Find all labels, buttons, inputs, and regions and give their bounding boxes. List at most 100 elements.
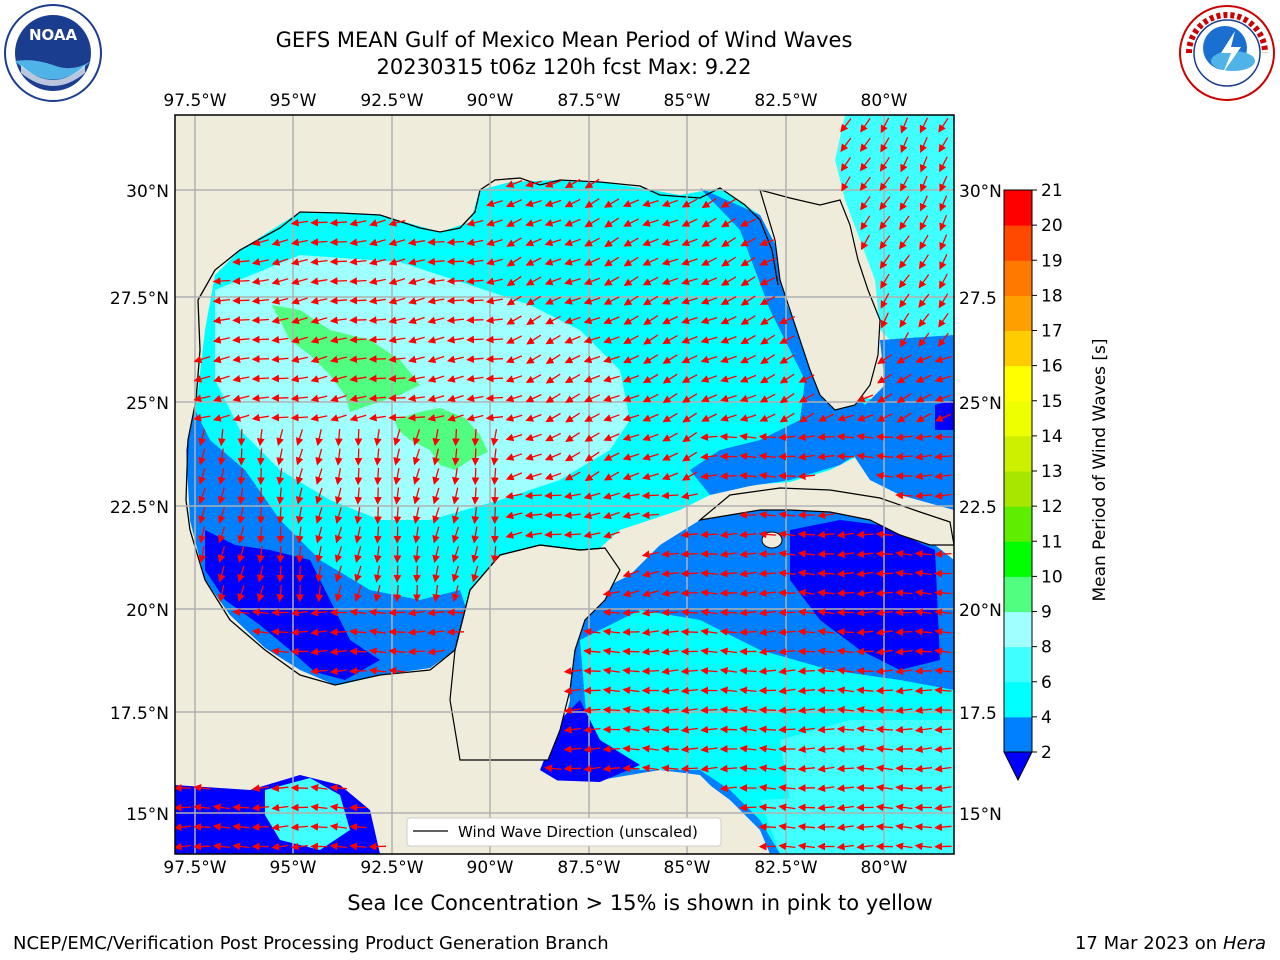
wind-arrow (545, 373, 561, 384)
wind-arrow (217, 585, 226, 603)
wind-arrow (778, 803, 796, 812)
wind-arrow (641, 628, 659, 637)
wind-arrow (700, 647, 718, 656)
wind-arrow (505, 433, 523, 442)
wind-arrow (719, 666, 737, 675)
wind-arrow (719, 705, 738, 714)
wind-arrow (505, 375, 523, 383)
wind-arrow (623, 256, 639, 267)
wind-arrow (310, 375, 328, 383)
wind-arrow (740, 256, 756, 267)
wind-arrow (856, 569, 874, 578)
wind-arrow (451, 487, 460, 505)
wind-arrow (879, 215, 891, 230)
wind-arrow (900, 136, 909, 154)
wind-arrow (739, 686, 757, 695)
wind-arrow (583, 355, 601, 364)
wind-arrow (915, 374, 932, 383)
wind-arrow (349, 277, 367, 285)
wind-arrow (373, 429, 382, 447)
nws-logo (1177, 3, 1277, 103)
wind-arrow (349, 316, 367, 324)
wind-arrow (603, 492, 620, 500)
wind-arrow (349, 414, 367, 422)
wind-arrow (524, 491, 543, 500)
wind-arrow (623, 355, 640, 364)
colorbar-bin (1004, 225, 1032, 261)
wind-arrow (506, 237, 522, 247)
wind-arrow (919, 195, 928, 212)
wind-arrow (797, 472, 816, 481)
wind-arrow (779, 335, 795, 344)
wind-arrow (193, 783, 211, 792)
wind-arrow (485, 277, 503, 286)
wind-arrow (938, 137, 949, 153)
wind-arrow (895, 491, 913, 500)
wind-arrow (642, 238, 659, 247)
wind-arrow (256, 429, 265, 447)
wind-arrow (758, 569, 777, 578)
wind-arrow (388, 297, 406, 305)
wind-arrow (315, 546, 323, 564)
wind-arrow (701, 257, 717, 266)
wind-arrow (875, 550, 894, 558)
wind-arrow (895, 764, 913, 773)
wind-arrow (310, 413, 328, 422)
wind-arrow (329, 783, 348, 792)
wind-arrow (875, 744, 894, 753)
wind-arrow (349, 627, 367, 636)
wind-arrow (334, 428, 343, 447)
wind-arrow (875, 608, 893, 617)
wind-arrow (388, 258, 406, 266)
wind-arrow (681, 393, 698, 403)
wind-arrow (719, 647, 737, 656)
wind-arrow (700, 375, 718, 383)
wind-arrow (661, 628, 679, 637)
wind-arrow (526, 295, 542, 306)
wind-arrow (680, 745, 699, 754)
wind-arrow (256, 546, 265, 564)
florida-land (759, 189, 881, 411)
wind-arrow (758, 744, 776, 753)
wind-arrow (525, 374, 542, 383)
wind-arrow (447, 414, 464, 422)
wind-arrow (856, 608, 874, 617)
wind-arrow (896, 354, 912, 364)
colorbar-bin (1004, 506, 1032, 542)
wind-arrow (407, 374, 425, 383)
wind-arrow (914, 706, 932, 715)
lat-label-right: 22.5 (959, 498, 997, 518)
wind-arrow (193, 823, 211, 831)
wind-arrow (491, 506, 499, 525)
wind-arrow (310, 608, 328, 617)
wind-arrow (939, 214, 948, 232)
wind-arrow (412, 487, 421, 505)
wind-arrow (662, 335, 678, 345)
wind-arrow (836, 823, 854, 832)
wind-arrow (256, 585, 265, 602)
wind-arrow (486, 238, 503, 247)
wind-arrow (388, 335, 406, 344)
lon-label-bottom: 82.5°W (754, 858, 817, 878)
wind-arrow (485, 394, 504, 402)
wind-arrow (393, 429, 401, 446)
wind-arrow (412, 526, 421, 544)
wind-arrow (329, 803, 347, 812)
wind-arrow (349, 647, 367, 656)
wind-arrow (310, 257, 328, 266)
wind-arrow (583, 725, 601, 734)
colorbar-tick-label: 16 (1041, 357, 1063, 377)
wind-arrow (603, 316, 620, 325)
wind-arrow (662, 354, 678, 364)
wind-arrow (451, 507, 460, 524)
wind-arrow (369, 219, 386, 227)
wind-arrow (879, 196, 891, 211)
wind-arrow (232, 842, 250, 851)
wind-arrow (334, 565, 343, 583)
wind-arrow (643, 354, 659, 364)
wind-arrow (914, 491, 933, 500)
wind-arrow (914, 647, 933, 656)
wind-arrow (875, 589, 894, 598)
wind-arrow (525, 472, 542, 481)
wind-arrow (271, 374, 289, 383)
